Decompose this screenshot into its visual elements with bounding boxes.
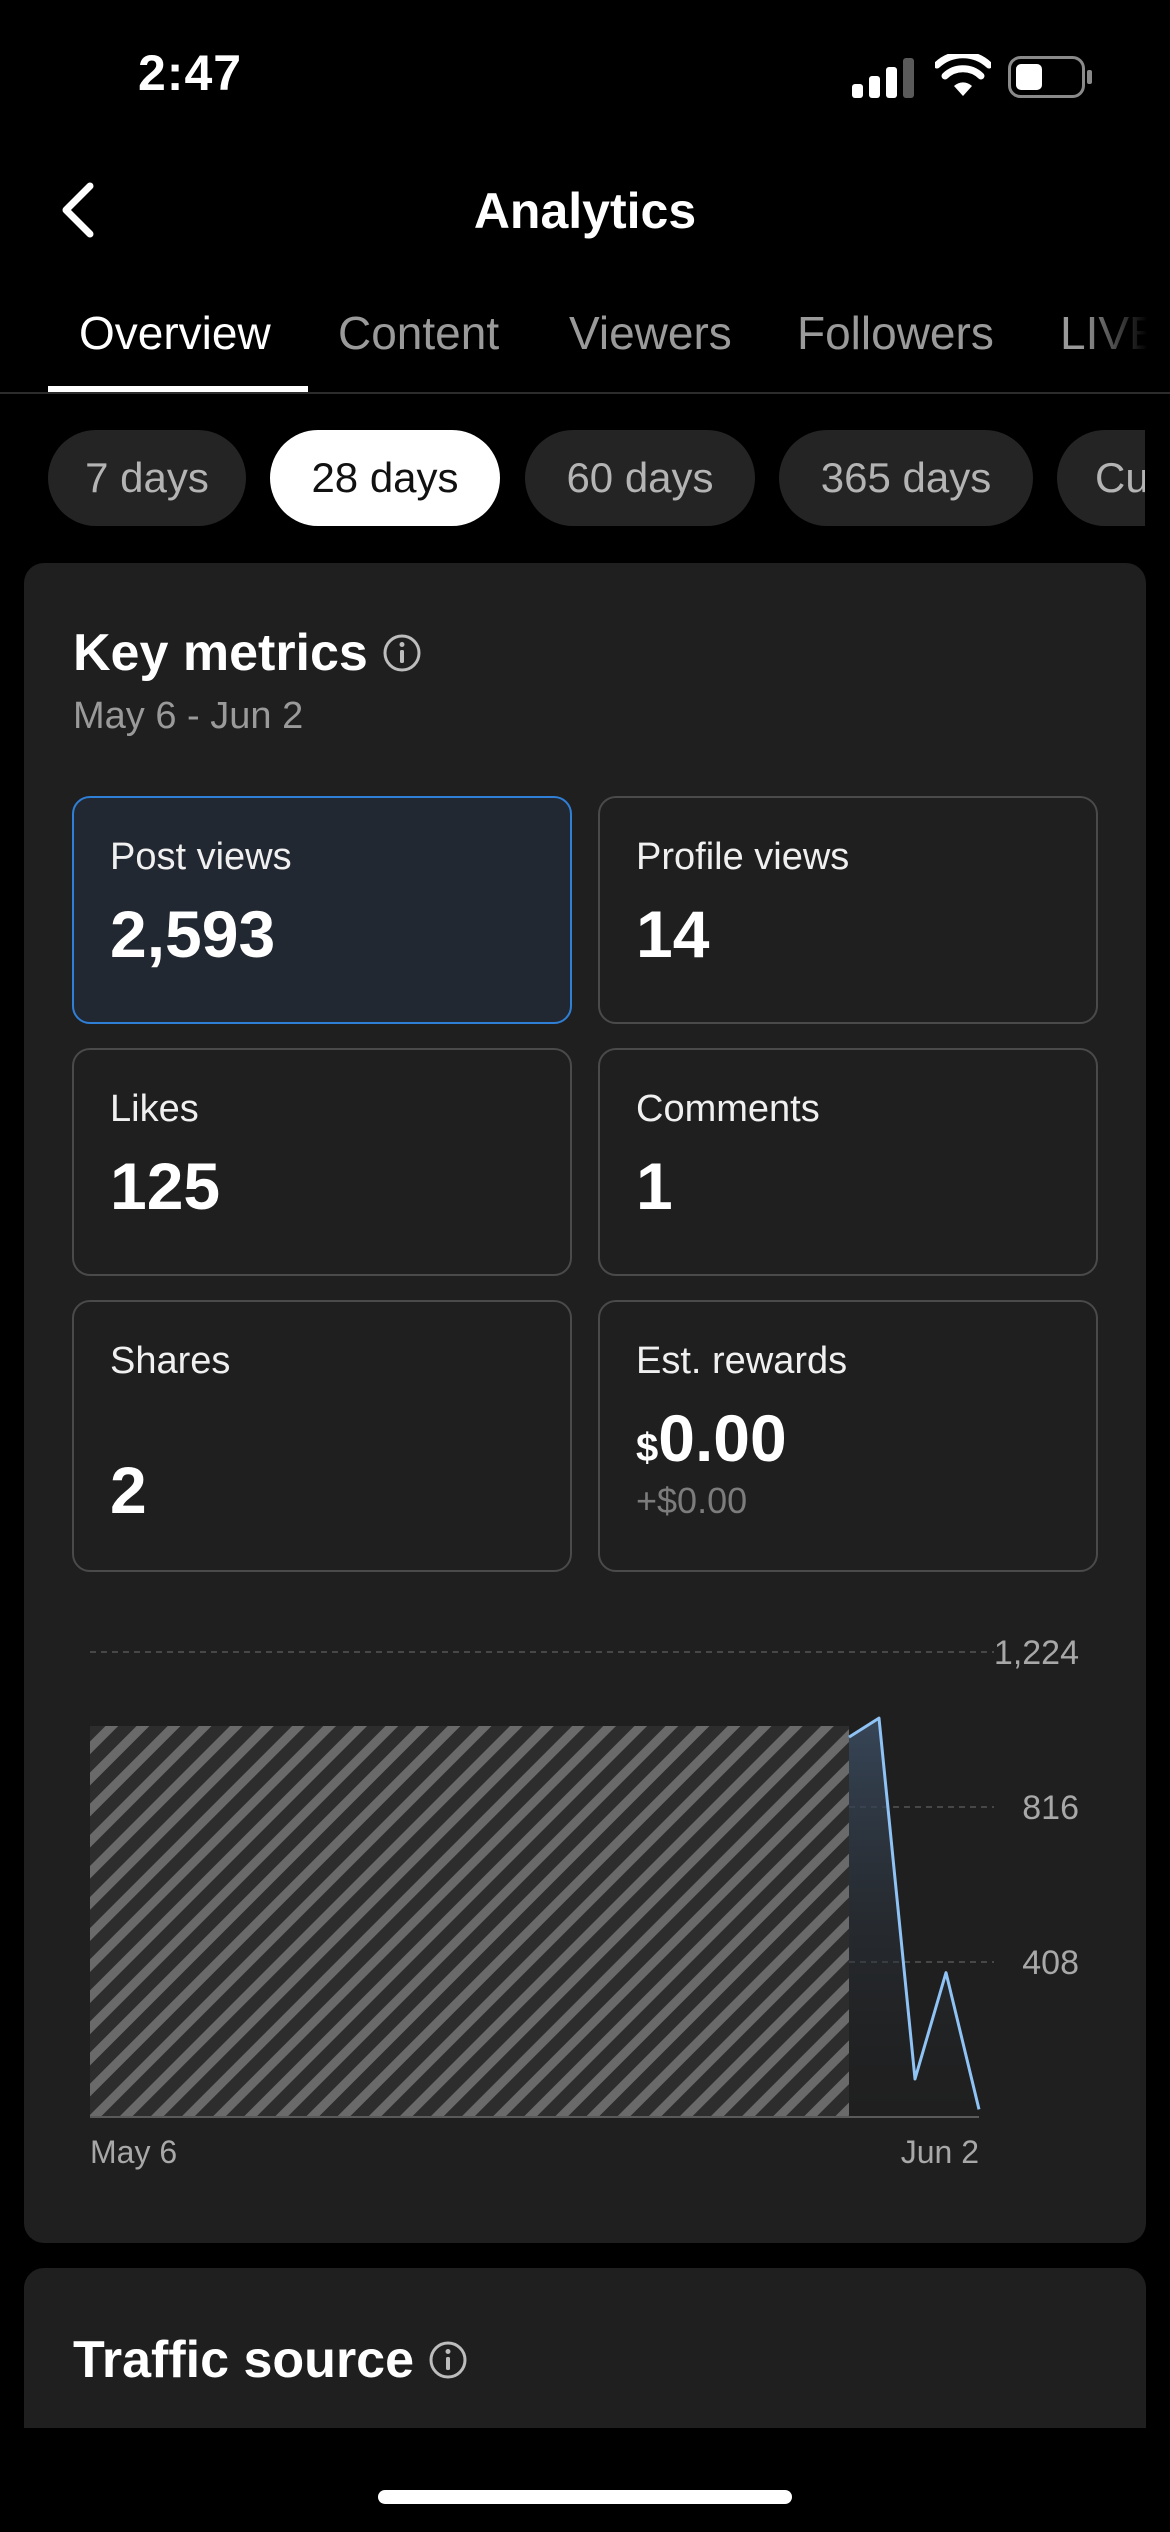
status-time: 2:47 [138,45,243,101]
metric-value: 2,593 [110,897,276,971]
chip-28-days[interactable]: 28 days [270,430,500,526]
cellular-signal-icon [852,58,914,98]
rewards-change: +$0.00 [636,1480,748,1521]
x-tick-label: May 6 [90,2134,177,2170]
metric-comments[interactable]: Comments 1 [598,1048,1098,1276]
metric-label: Shares [110,1340,231,1382]
info-icon[interactable] [382,633,422,673]
metric-profile-views[interactable]: Profile views 14 [598,796,1098,1024]
chip-custom[interactable]: Cu [1057,430,1145,526]
post-views-chart: 1,224 816 408 May 6 Jun 2 [90,1634,1079,2170]
tab-followers[interactable]: Followers [797,307,994,359]
metric-likes[interactable]: Likes 125 [72,1048,572,1276]
metric-value: 1 [636,1149,673,1223]
metric-value: 2 [110,1453,147,1527]
metric-label: Profile views [636,836,850,878]
unavailable-data-region [90,1726,849,2117]
active-tab-indicator [48,386,308,392]
back-button[interactable] [40,172,116,248]
series-area [849,1718,979,2117]
chip-60-days[interactable]: 60 days [525,430,755,526]
y-tick-label: 408 [1022,1944,1079,1982]
metric-est-rewards[interactable]: Est. rewards $0.00 +$0.00 [598,1300,1098,1572]
tab-viewers[interactable]: Viewers [569,307,732,359]
tabs-fade [1080,290,1170,392]
status-bar: 2:47 [0,0,1170,150]
chevron-left-icon [62,182,94,238]
page-title: Analytics [473,183,697,239]
analytics-tabs: Overview Content Viewers Followers LIVE [0,290,1170,394]
key-metrics-title: Key metrics [73,624,368,682]
metric-label: Comments [636,1088,820,1130]
bottom-safe-area [0,2428,1170,2532]
metric-value: $0.00 [636,1400,787,1476]
tab-content[interactable]: Content [338,307,500,359]
y-tick-label: 816 [1022,1789,1079,1827]
battery-icon [1008,56,1092,98]
metric-shares[interactable]: Shares 2 [72,1300,572,1572]
tab-overview[interactable]: Overview [79,307,271,359]
chip-7-days[interactable]: 7 days [48,430,246,526]
wifi-icon [935,54,991,96]
date-range-label: May 6 - Jun 2 [73,695,304,737]
info-icon[interactable] [428,2340,468,2380]
traffic-source-title: Traffic source [73,2331,415,2389]
currency-symbol: $ [636,1426,659,1470]
x-tick-label: Jun 2 [901,2134,979,2170]
metric-label: Post views [110,836,292,878]
y-tick-label: 1,224 [994,1634,1079,1672]
header: Analytics [0,160,1170,260]
metric-label: Est. rewards [636,1340,848,1382]
metric-label: Likes [110,1088,199,1130]
metric-post-views[interactable]: Post views 2,593 [72,796,572,1024]
metric-value: 125 [110,1149,221,1223]
key-metrics-card: Key metrics May 6 - Jun 2 Post views 2,5… [24,563,1146,2243]
date-range-chips: 7 days 28 days 60 days 365 days Cu [0,430,1145,526]
home-indicator[interactable] [378,2490,792,2504]
metric-value: 14 [636,897,710,971]
chip-365-days[interactable]: 365 days [779,430,1033,526]
rewards-amount: 0.00 [658,1401,787,1475]
